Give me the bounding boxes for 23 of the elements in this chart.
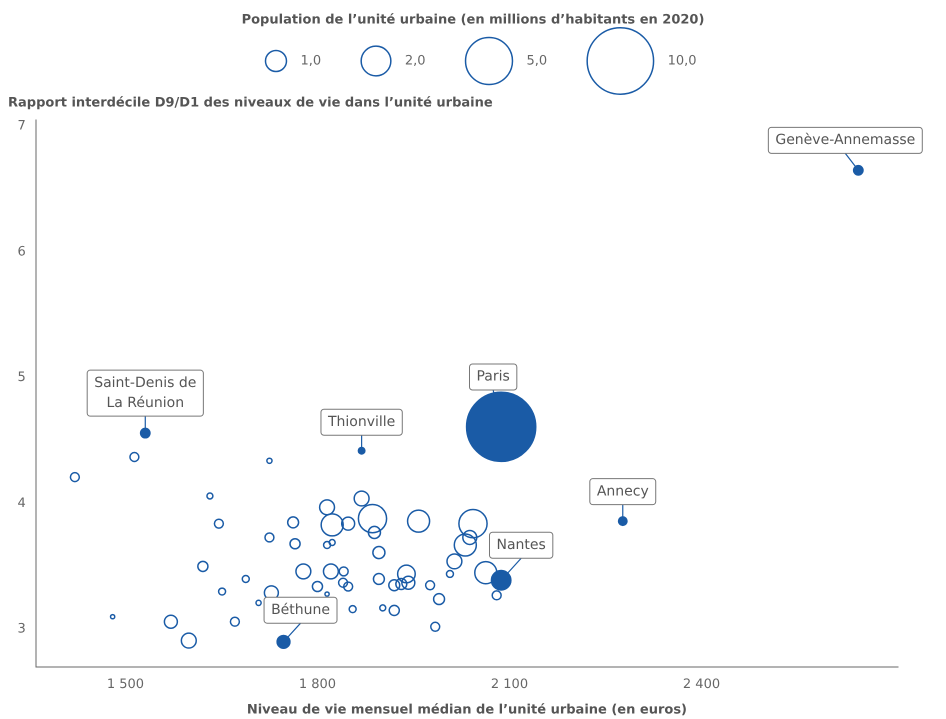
annotation: Saint-Denis de La Réunion [94,374,196,411]
annotation: Paris [476,368,510,385]
x-axis-title: Niveau de vie mensuel médian de l’unité urbaine (en euros) [246,702,688,718]
annotation: Annecy [596,483,649,500]
legend-label: 1,0 [300,53,322,68]
legend-title: Population de l’unité urbaine (en millions d’habitants en 2020) [242,12,704,28]
x-tick-label: 1 800 [298,677,336,692]
y-tick-label: 3 [18,622,26,637]
annotation: Béthune [271,602,330,618]
y-tick-label: 6 [18,244,26,260]
legend-label: 5,0 [526,53,548,68]
annotation: Genève-Annemasse [775,132,916,148]
y-tick-label: 5 [18,370,26,386]
x-tick-label: 1 500 [106,677,144,692]
y-axis-title: Rapport interdécile D9/D1 des niveaux de vie dans l’unité urbaine [8,95,493,110]
annotation: Nantes [496,536,546,553]
legend-label: 10,0 [668,53,697,68]
x-tick-label: 2 400 [682,677,720,692]
y-tick-label: 7 [18,118,26,134]
y-tick-label: 4 [18,496,26,511]
annotation: Thionville [326,414,396,430]
x-tick-label: 2 100 [490,677,528,692]
legend-label: 2,0 [404,53,426,68]
